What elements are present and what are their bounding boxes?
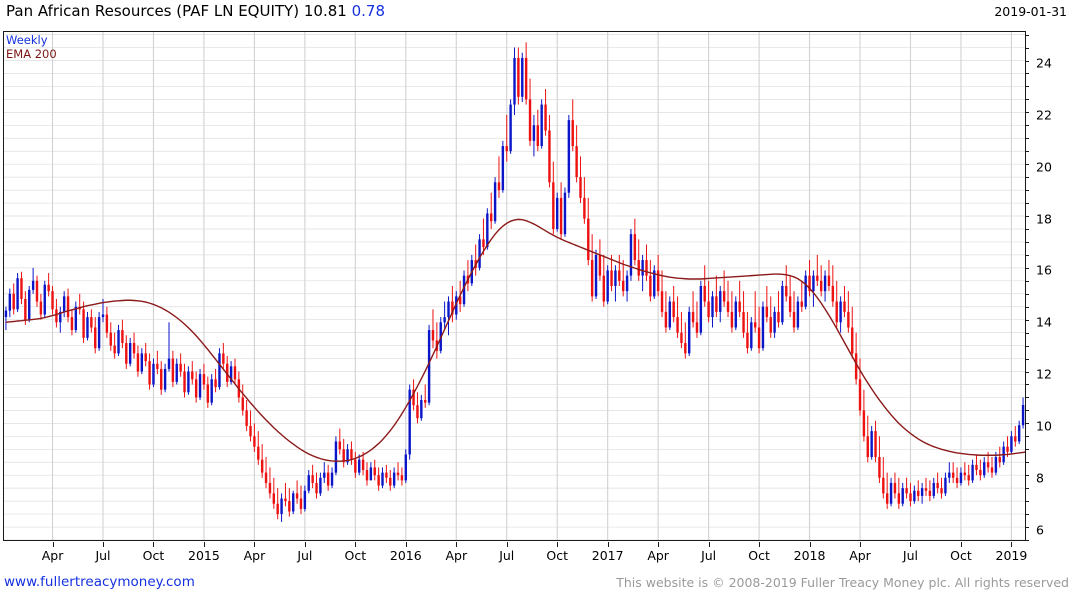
- x-tick-label: 2019: [995, 548, 1028, 563]
- copyright-notice: This website is © 2008-2019 Fuller Treac…: [616, 575, 1069, 590]
- x-tick-label: Oct: [748, 548, 770, 563]
- plot-area: [3, 31, 1026, 541]
- chart-footer: www.fullertreacymoney.com This website i…: [0, 574, 1075, 600]
- x-tick-label: 2018: [793, 548, 826, 563]
- instrument-name: Pan African Resources (PAF LN EQUITY): [6, 2, 300, 20]
- y-tick-label: 8: [1036, 470, 1044, 486]
- x-tick-label: Jul: [701, 548, 717, 563]
- x-tick-label: 2015: [188, 548, 220, 563]
- candlestick-canvas: [4, 32, 1025, 540]
- x-tick-label: Apr: [243, 548, 266, 563]
- website-url[interactable]: www.fullertreacymoney.com: [4, 574, 195, 590]
- ema-200-line: [5, 218, 1025, 462]
- y-tick-label: 24: [1036, 55, 1052, 71]
- price-change: 0.78: [351, 2, 385, 20]
- page-title: Pan African Resources (PAF LN EQUITY) 10…: [6, 2, 385, 20]
- y-tick-label: 6: [1036, 522, 1044, 538]
- x-tick-label: Jul: [297, 548, 313, 563]
- x-tick-label: 2016: [389, 548, 422, 563]
- y-tick-label: 20: [1036, 159, 1052, 175]
- y-tick-label: 12: [1036, 366, 1052, 382]
- legend-ema: EMA 200: [6, 47, 57, 61]
- candle-series: [4, 42, 1025, 522]
- x-tick-label: Apr: [647, 548, 669, 563]
- x-tick-label: Oct: [142, 548, 165, 563]
- x-tick-label: Oct: [950, 548, 972, 563]
- x-tick-label: 2017: [591, 548, 624, 563]
- chart-header: Pan African Resources (PAF LN EQUITY) 10…: [0, 0, 1075, 26]
- x-axis: Apr Jul Oct 2015 Apr Jul Oct 2016 Apr Jul Oct 2017 A…: [0, 542, 1075, 572]
- x-tick-label: Apr: [849, 548, 871, 563]
- x-tick-label: Oct: [344, 548, 367, 563]
- x-tick-label: Jul: [95, 548, 111, 563]
- x-tick-label: Oct: [546, 548, 568, 563]
- x-tick-label: Jul: [902, 548, 919, 563]
- x-tick-label: Apr: [41, 548, 64, 563]
- legend-interval: Weekly: [6, 33, 48, 47]
- y-tick-label: 18: [1036, 211, 1052, 227]
- gridlines: [4, 32, 1025, 540]
- as-of-date: 2019-01-31: [994, 4, 1067, 19]
- y-tick-label: 10: [1036, 418, 1052, 434]
- x-tick-label: Apr: [445, 548, 468, 563]
- y-tick-label: 14: [1036, 314, 1052, 330]
- y-axis: 6 8 10 12 14 16 18 20 22 24: [1026, 31, 1075, 542]
- x-tick-label: Jul: [499, 548, 515, 563]
- chart-legend: Weekly EMA 200: [6, 33, 57, 61]
- y-tick-label: 22: [1036, 107, 1052, 123]
- y-tick-label: 16: [1036, 262, 1052, 278]
- last-price: 10.81: [303, 2, 347, 20]
